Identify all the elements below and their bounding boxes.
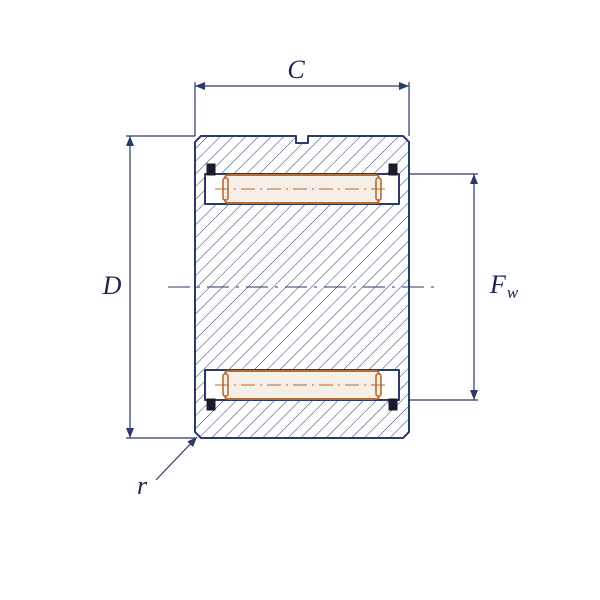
dimension-label-r: r [137, 471, 148, 500]
chamfer-leader [156, 437, 197, 480]
seal-block [389, 164, 397, 175]
seal-block [207, 399, 215, 410]
roller-top [215, 175, 389, 203]
bearing-cross-section: C D Fw r [0, 0, 600, 600]
dimension-label-C: C [287, 55, 305, 84]
dimension-label-Fw: Fw [489, 270, 519, 302]
seal-block [389, 399, 397, 410]
diagram-container: C D Fw r [0, 0, 600, 600]
dimension-label-D: D [102, 271, 122, 300]
seal-block [207, 164, 215, 175]
roller-bottom [215, 371, 389, 399]
